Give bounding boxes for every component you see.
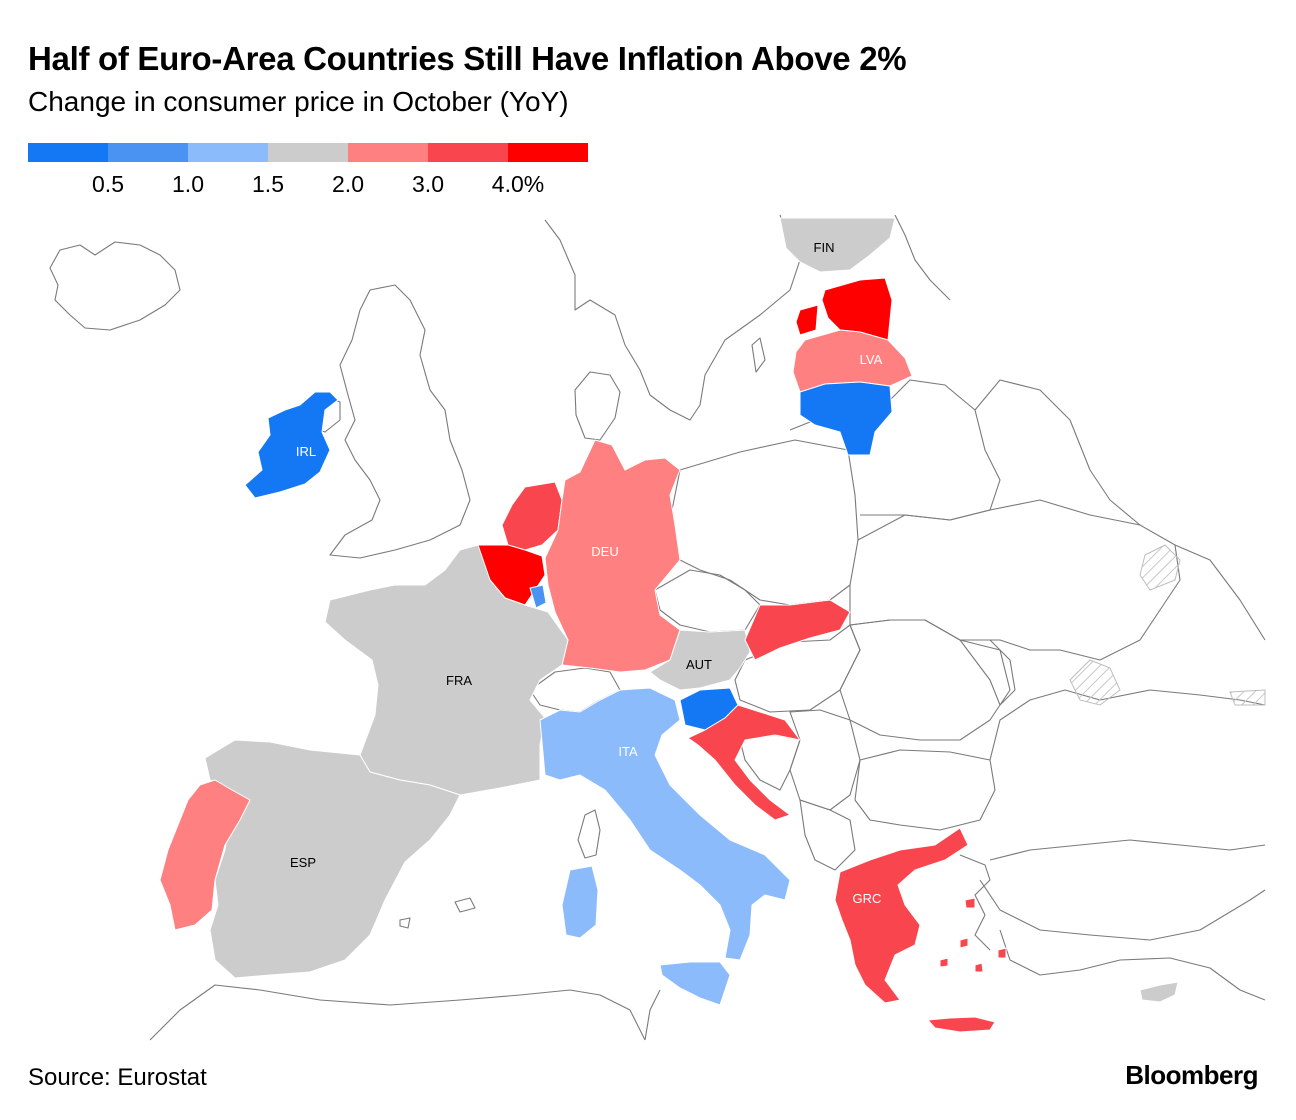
scandinavia-outline bbox=[544, 215, 801, 421]
legend-tick: 2.0 bbox=[332, 171, 364, 197]
russia-north-outline bbox=[894, 215, 951, 301]
tunisia-coast bbox=[644, 989, 661, 1041]
country-ltu bbox=[799, 381, 893, 456]
country-label: FRA bbox=[446, 673, 472, 688]
country-label: AUT bbox=[686, 657, 712, 672]
country-aut bbox=[649, 629, 751, 691]
legend-swatch bbox=[428, 143, 508, 162]
moldova-outline bbox=[959, 639, 1016, 706]
country-label: ESP bbox=[290, 855, 316, 870]
iceland-outline bbox=[49, 241, 181, 331]
country-lux bbox=[529, 584, 547, 609]
country-ita bbox=[539, 687, 791, 961]
country-est bbox=[821, 277, 893, 341]
czechia-outline bbox=[654, 569, 761, 633]
country-label: DEU bbox=[591, 544, 618, 559]
legend-tick: 0.5 bbox=[92, 171, 124, 197]
country-ita-sardinia bbox=[561, 865, 599, 939]
chart-subtitle: Change in consumer price in October (YoY… bbox=[28, 86, 569, 117]
legend-swatch bbox=[28, 143, 108, 162]
country-label: ITA bbox=[618, 744, 638, 759]
legend-swatch bbox=[268, 143, 348, 162]
country-ita-sicily bbox=[659, 961, 731, 1006]
legend-swatch bbox=[108, 143, 188, 162]
gotland-outline bbox=[751, 337, 766, 373]
hatched-region-east bbox=[1229, 689, 1266, 706]
country-nld bbox=[501, 481, 563, 551]
bloomberg-logo: Bloomberg bbox=[1125, 1060, 1258, 1090]
great-britain-outline bbox=[329, 284, 471, 559]
legend-tick: 4.0% bbox=[491, 171, 545, 197]
legend: 0.5 1.0 1.5 2.0 3.0 4.0% bbox=[28, 143, 588, 203]
country-label: FIN bbox=[814, 240, 835, 255]
country-fin bbox=[779, 217, 896, 273]
country-grc-islands bbox=[939, 897, 1007, 973]
russia-west-outline bbox=[974, 379, 1266, 641]
country-label: GRC bbox=[853, 891, 882, 906]
north-africa-coast bbox=[149, 984, 646, 1041]
legend-swatches bbox=[28, 143, 588, 162]
country-grc bbox=[834, 827, 969, 1004]
source-note: Source: Eurostat bbox=[28, 1064, 207, 1091]
balkan-south-outline bbox=[799, 799, 856, 871]
country-deu bbox=[544, 439, 681, 673]
romania-outline bbox=[839, 619, 1011, 741]
country-label: LVA bbox=[860, 352, 883, 367]
serbia-outline bbox=[789, 709, 861, 811]
legend-swatch bbox=[348, 143, 428, 162]
aegean-turkey-coast bbox=[959, 854, 991, 951]
legend-tick: 1.0 bbox=[172, 171, 204, 197]
ukraine-outline bbox=[849, 499, 1181, 661]
black-sea-coast bbox=[989, 689, 1266, 761]
country-prt bbox=[159, 779, 251, 931]
country-hrv bbox=[687, 704, 801, 821]
background-coastlines bbox=[49, 215, 1266, 1041]
corsica-outline bbox=[577, 809, 601, 859]
turkey-south-coast bbox=[999, 929, 1266, 1001]
hatched-region-north bbox=[1139, 544, 1181, 591]
country-label: IRL bbox=[296, 444, 316, 459]
poland-outline bbox=[669, 439, 859, 606]
legend-tick: 3.0 bbox=[412, 171, 444, 197]
country-est-island bbox=[795, 304, 819, 336]
hatched-region-crimea bbox=[1069, 659, 1121, 706]
legend-swatch bbox=[508, 143, 588, 162]
europe-map: IRL DEU FRA ESP ITA AUT GRC FIN LVA bbox=[0, 215, 1296, 1045]
legend-swatch bbox=[188, 143, 268, 162]
chart-title: Half of Euro-Area Countries Still Have I… bbox=[28, 40, 907, 77]
country-cyp bbox=[1139, 981, 1179, 1003]
bulgaria-outline bbox=[854, 749, 996, 831]
balearic-outline bbox=[399, 897, 476, 929]
legend-tick: 1.5 bbox=[252, 171, 284, 197]
country-irl bbox=[244, 391, 339, 499]
turkey-outline bbox=[979, 839, 1266, 941]
country-svk bbox=[744, 599, 851, 661]
country-grc-crete bbox=[927, 1016, 996, 1033]
denmark-outline bbox=[574, 371, 621, 441]
